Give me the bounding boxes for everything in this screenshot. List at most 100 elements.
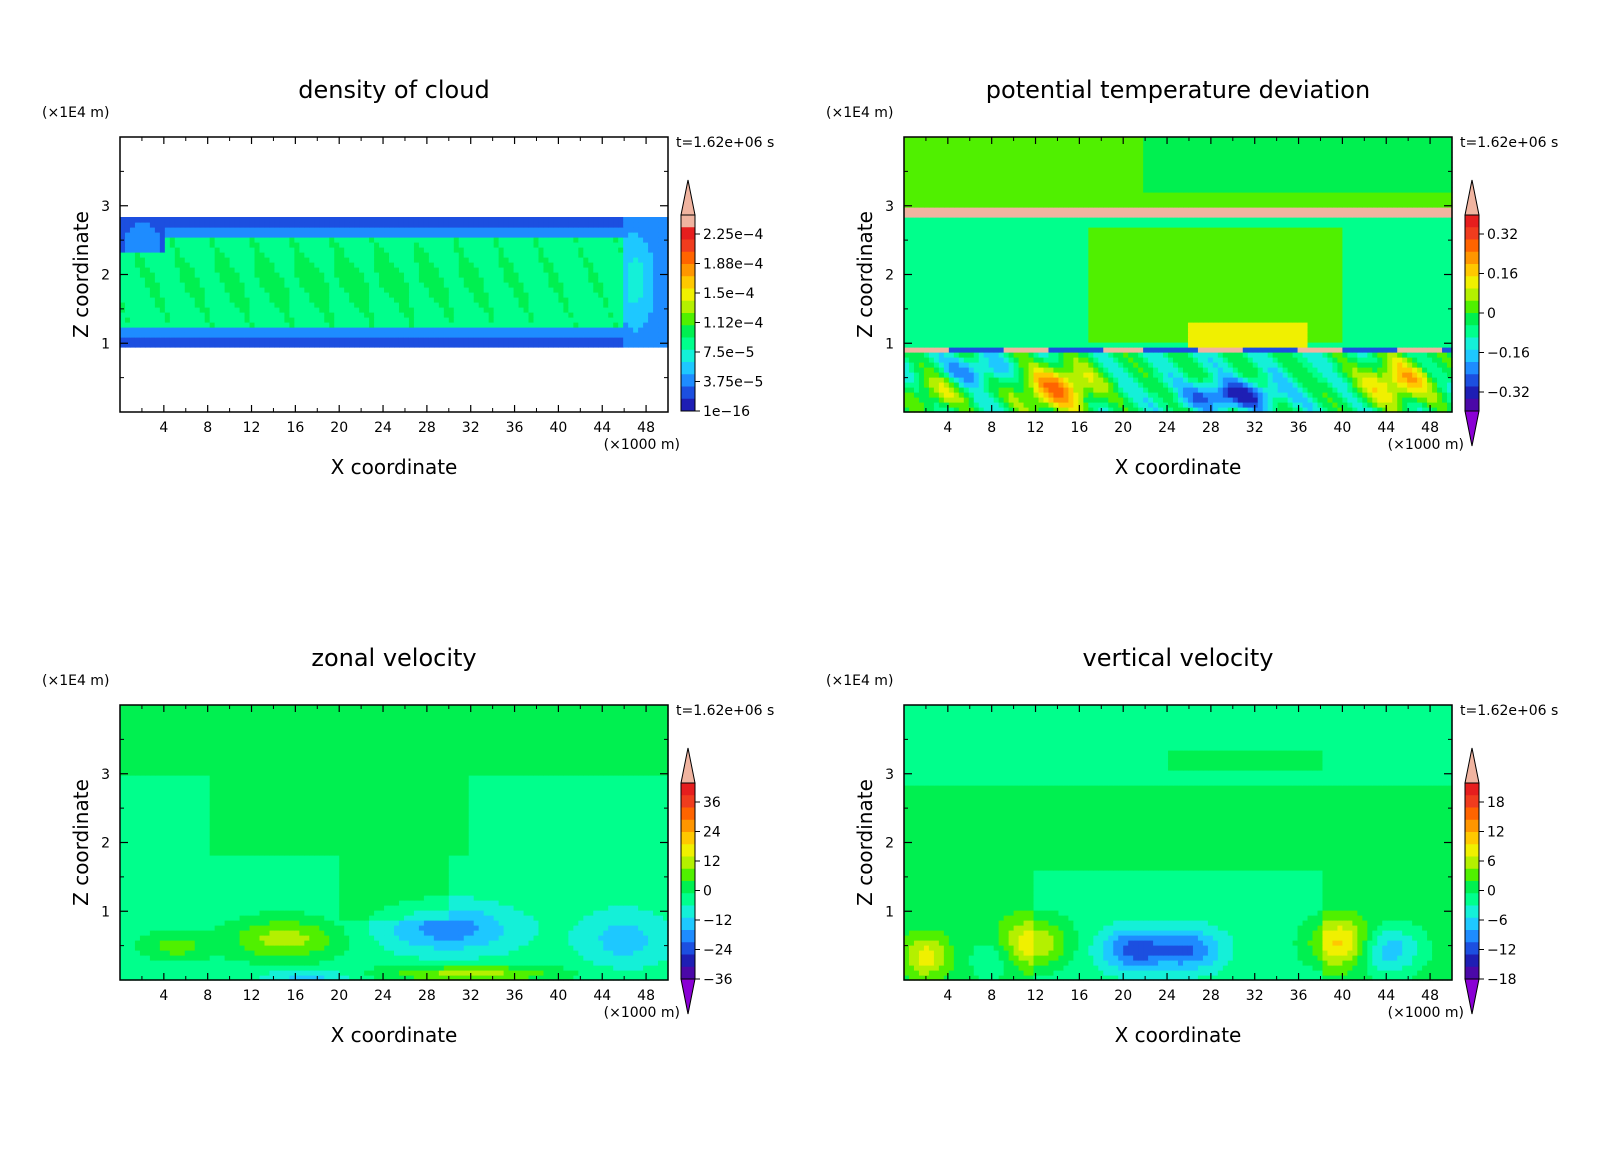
field-cell [279,312,285,318]
field-cell [513,227,520,233]
field-cell [1058,362,1065,368]
field-cell [488,317,495,323]
field-cell [998,367,1005,373]
field-cell [219,307,226,313]
field-cell [224,297,231,303]
field-cell [1372,402,1378,408]
field-cell [1182,362,1189,368]
field-cell [1083,407,1089,413]
field-cell [269,222,276,228]
field-cell [224,247,231,253]
field-cell [384,282,390,288]
field-cell [403,322,410,328]
field-cell [638,302,644,308]
field-cell [593,287,599,293]
field-cell [379,262,385,268]
field-cell [1402,402,1408,408]
field-cell [603,227,609,233]
field-cell [408,302,415,308]
field-cell [164,337,171,343]
field-cell [528,257,535,263]
field-cell [548,297,555,303]
field-cell [259,322,266,328]
field-cell [1232,367,1239,373]
field-cell [413,342,420,348]
field-cell [1093,347,1099,353]
field-cell [433,337,440,343]
field-cell [1078,402,1084,408]
field-cell [289,237,295,243]
field-cell [478,327,485,333]
field-cell [1217,382,1224,388]
field-cell [1108,407,1114,413]
field-cell [244,312,251,318]
field-cell [533,297,540,303]
field-cell [528,312,535,318]
field-cell [199,317,206,323]
field-cell [174,297,181,303]
field-cell [533,267,540,273]
field-cell [319,302,325,308]
field-cell [463,327,470,333]
field-cell [129,227,136,233]
field-cell [364,237,370,243]
field-cell [1367,327,1373,333]
field-cell [478,292,485,298]
field-cell [1118,347,1124,353]
field-cell [1033,322,1040,328]
field-cell [578,217,584,223]
field-cell [593,297,599,303]
field-cell [334,222,340,228]
field-cell [224,337,231,343]
field-cell [184,327,191,333]
field-cell [1272,327,1279,333]
field-cell [1058,387,1065,393]
field-cell [1108,322,1114,328]
field-cell [1407,342,1413,348]
field-cell [1422,387,1428,393]
field-cell [344,322,350,328]
field-cell [309,292,315,298]
field-cell [1227,402,1234,408]
field-cell [1158,327,1164,333]
field-cell [1272,372,1279,378]
field-cell [1412,367,1418,373]
field-cell [413,317,420,323]
field-cell [608,217,614,223]
field-cell [593,272,599,278]
field-cell [359,227,365,233]
field-cell [1322,317,1329,323]
field-cell [988,332,995,338]
field-cell [149,242,156,248]
field-cell [239,312,246,318]
field-cell [169,247,176,253]
field-cell [648,322,654,328]
field-cell [628,237,634,243]
field-cell [1262,387,1269,393]
field-cell [1357,362,1363,368]
field-cell [973,382,980,388]
field-cell [279,247,285,253]
field-cell [648,287,654,293]
field-cell [953,407,960,413]
field-cell [1437,387,1443,393]
field-cell [329,262,335,268]
field-cell [1113,367,1119,373]
field-cell [124,257,131,263]
field-cell [184,222,191,228]
field-cell [608,317,614,323]
field-cell [913,397,920,403]
field-cell [1128,392,1134,398]
field-cell [533,332,540,338]
field-cell [149,307,156,313]
field-cell [643,252,649,258]
field-cell [1302,397,1309,403]
field-cell [1133,377,1139,383]
field-cell [1422,342,1428,348]
field-cell [289,257,295,263]
field-cell [958,322,965,328]
field-cell [194,317,201,323]
field-cell [394,327,400,333]
field-cell [279,332,285,338]
field-cell [314,327,320,333]
